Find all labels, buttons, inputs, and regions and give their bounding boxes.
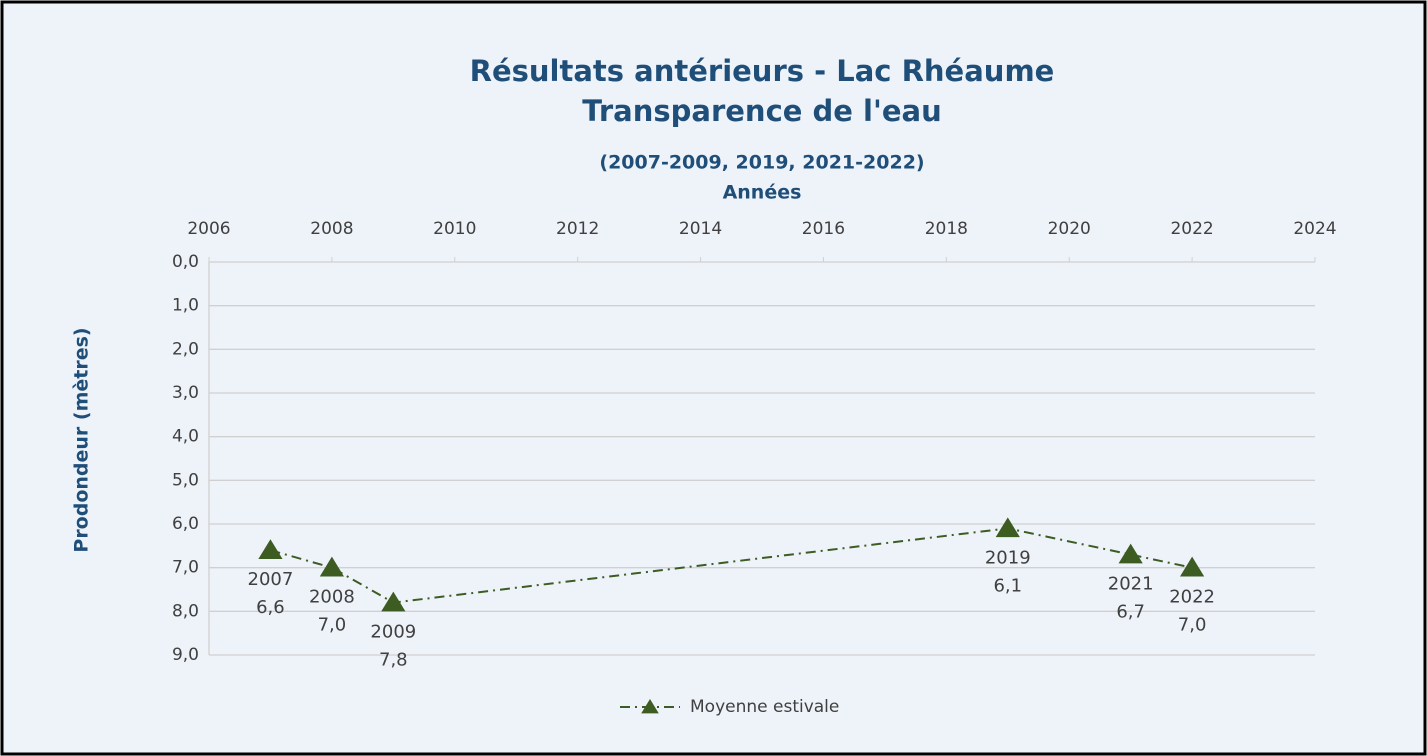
- data-point: [995, 517, 1020, 538]
- y-tick-label: 2,0: [172, 339, 199, 359]
- x-tick-label: 2010: [433, 219, 476, 239]
- data-label-x: 2021: [1108, 574, 1154, 595]
- legend-label: Moyenne estivale: [690, 697, 839, 717]
- x-tick-label: 2008: [310, 219, 353, 239]
- y-tick-label: 1,0: [172, 296, 199, 316]
- x-tick-label: 2020: [1048, 219, 1091, 239]
- y-tick-label: 3,0: [172, 383, 199, 403]
- chart-title: Résultats antérieurs - Lac Rhéaume: [470, 54, 1055, 88]
- data-label: 7,0: [318, 615, 347, 636]
- data-label: 7,0: [1178, 615, 1207, 636]
- data-point: [258, 539, 283, 559]
- x-axis-label: Années: [723, 182, 802, 204]
- y-tick-label: 5,0: [172, 470, 199, 490]
- y-tick-label: 7,0: [172, 558, 199, 578]
- x-tick-label: 2006: [187, 219, 230, 239]
- data-point: [1180, 556, 1205, 577]
- y-tick-label: 8,0: [172, 601, 199, 621]
- data-label-x: 2009: [370, 622, 416, 643]
- data-label: 7,8: [379, 650, 408, 671]
- data-point: [381, 591, 406, 612]
- y-axis-label: Prodondeur (mètres): [71, 327, 93, 552]
- legend-marker: [641, 699, 659, 714]
- data-label: 6,7: [1116, 602, 1145, 623]
- y-tick-label: 4,0: [172, 427, 199, 447]
- data-label-x: 2007: [248, 569, 294, 590]
- data-label-x: 2022: [1169, 587, 1215, 608]
- y-tick-label: 0,0: [172, 252, 199, 272]
- chart-title: Transparence de l'eau: [582, 94, 942, 128]
- x-tick-label: 2014: [679, 219, 722, 239]
- x-tick-label: 2018: [925, 219, 968, 239]
- x-tick-label: 2022: [1170, 219, 1213, 239]
- data-label: 6,1: [993, 575, 1022, 596]
- y-tick-label: 6,0: [172, 514, 199, 534]
- chart-subtitle: (2007-2009, 2019, 2021-2022): [599, 152, 924, 174]
- data-label: 6,6: [256, 597, 285, 618]
- y-tick-label: 9,0: [172, 645, 199, 665]
- data-point: [319, 556, 344, 577]
- data-label-x: 2008: [309, 587, 355, 608]
- x-tick-label: 2012: [556, 219, 599, 239]
- x-tick-label: 2024: [1293, 219, 1336, 239]
- data-label-x: 2019: [985, 547, 1031, 568]
- series-line: [270, 527, 1193, 604]
- data-point: [1118, 543, 1143, 564]
- x-tick-label: 2016: [802, 219, 845, 239]
